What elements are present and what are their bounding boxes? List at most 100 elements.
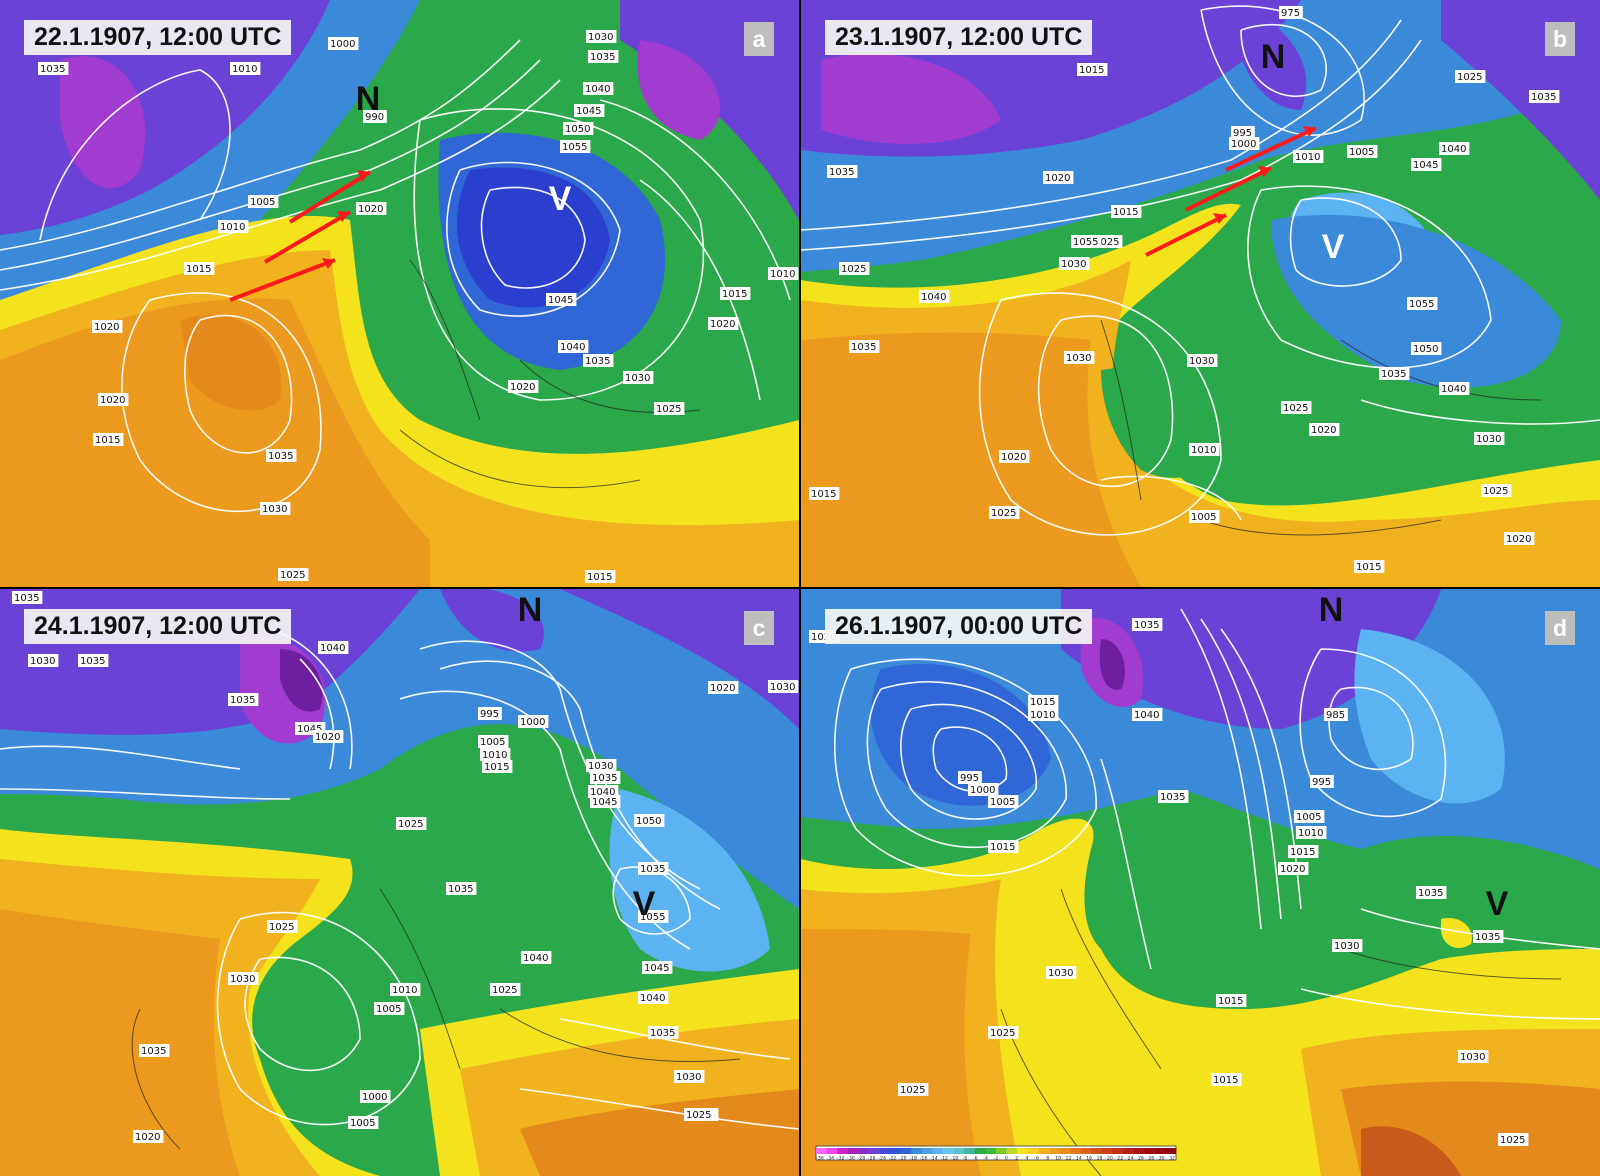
isobar-label: 1020 [313, 730, 344, 743]
color-scale-cell [953, 1148, 965, 1154]
color-scale-cell [1144, 1148, 1156, 1154]
panel-letter: b [1545, 22, 1575, 56]
panel-title: 24.1.1907, 12:00 UTC [24, 609, 292, 644]
isobar-label: 1035 [38, 62, 69, 75]
isobar-label: 1025 [989, 506, 1020, 519]
color-scale-tick: -16 [920, 1156, 928, 1162]
isobar-label: 1025 [1498, 1133, 1529, 1146]
isobar-labels-a: 1000101010359901030103510401045105010551… [38, 30, 799, 583]
color-scale-tick: 2 [1015, 1156, 1018, 1162]
isobar-value: 1040 [640, 993, 665, 1004]
isobar-value: 1010 [220, 222, 245, 233]
color-scale-cell [1112, 1148, 1124, 1154]
pressure-centers-c: N V [518, 591, 656, 923]
isobar-value: 1005 [376, 1004, 401, 1015]
isobar-label: 1015 [988, 840, 1019, 853]
isobar-value: 1025 [1500, 1135, 1525, 1146]
color-scale-cell [1059, 1148, 1071, 1154]
isobar-label: 1035 [583, 354, 614, 367]
isobar-value: 1035 [1418, 888, 1443, 899]
isobar-label: 1015 [720, 287, 751, 300]
isobar-label: 1005 [1189, 510, 1220, 523]
isobar-label: 1035 [638, 862, 669, 875]
color-scale-tick: -30 [847, 1156, 855, 1162]
isobar-label: 1020 [1309, 423, 1340, 436]
isobar-label: 1030 [228, 972, 259, 985]
isobar-label: 1040 [583, 82, 614, 95]
isobar-value: 1035 [592, 773, 617, 784]
isobar-label: 1035 [1529, 90, 1560, 103]
isobar-label: 1050 [1411, 342, 1442, 355]
isobar-label: 1035 [266, 449, 297, 462]
low-center-label: N [1261, 38, 1286, 76]
isobar-value: 1040 [523, 953, 548, 964]
color-scale-tick: 18 [1097, 1156, 1103, 1162]
color-scale-cell [879, 1148, 891, 1154]
color-scale-cell [985, 1148, 997, 1154]
isobar-label: 1015 [809, 487, 840, 500]
color-scale-tick: -18 [909, 1156, 917, 1162]
color-scale-tick: 0 [1005, 1156, 1008, 1162]
isobar-value: 1035 [829, 167, 854, 178]
isobar-label: 1045 [642, 961, 673, 974]
isobar-label: 1045 [574, 104, 605, 117]
panel-title: 23.1.1907, 12:00 UTC [825, 20, 1093, 55]
isobar-value: 1040 [320, 643, 345, 654]
color-scale-cell [858, 1148, 870, 1154]
isobar-value: 1025 [1457, 72, 1482, 83]
isobar-label: 995 [1310, 775, 1334, 788]
isobar-value: 1015 [1213, 1075, 1238, 1086]
high-center-label: V [1322, 228, 1345, 266]
isobar-label: 1020 [1278, 862, 1309, 875]
isobar-label: 1035 [588, 50, 619, 63]
isobar-value: 1030 [1066, 353, 1091, 364]
isobar-value: 1055 [562, 142, 587, 153]
isobar-value: 1045 [297, 724, 322, 735]
isobar-value: 1020 [811, 632, 836, 643]
isobar-value: 1025 [841, 264, 866, 275]
isobar-label: 1035 [139, 1044, 170, 1057]
map-panel-d: -36 -34 -32 -30 -28 -26 -24 -22 -20 -18 -16 -14 -12-… [801, 589, 1600, 1176]
isobar-value: 1005 [990, 797, 1015, 808]
high-center-label: V [1486, 885, 1509, 923]
isobar-value: 1020 [1045, 173, 1070, 184]
isobar-label: 1030 [623, 371, 654, 384]
isobar-value: 1020 [710, 683, 735, 694]
color-scale-cell [890, 1148, 902, 1154]
isobar-label: 1010 [230, 62, 261, 75]
isobar-label: 1025 [1481, 484, 1512, 497]
isobar-value: 1005 [480, 737, 505, 748]
isobar-value: 1020 [1001, 452, 1026, 463]
color-scale-tick: 28 [1148, 1156, 1154, 1162]
isobar-label: 1005 [1347, 145, 1378, 158]
isobar-value: 1035 [1475, 932, 1500, 943]
color-scale-tick: 6 [1036, 1156, 1039, 1162]
panel-title: 22.1.1907, 12:00 UTC [24, 20, 292, 55]
isobar-value: 1035 [1160, 792, 1185, 803]
isobar-label: 1030 [586, 759, 617, 772]
isobar-value: 1005 [350, 1118, 375, 1129]
isobar-label: 1000 [1229, 137, 1260, 150]
isobar-value: 1040 [560, 342, 585, 353]
isobar-value: 1035 [1531, 92, 1556, 103]
isobar-label: 1055 [638, 910, 669, 923]
color-scale-tick: -36 [816, 1156, 824, 1162]
isobar-value: 1035 [640, 864, 665, 875]
color-scale-cell [996, 1148, 1007, 1154]
isobar-value: 1015 [484, 762, 509, 773]
isobar-label: 1000 [968, 783, 999, 796]
isobar-value: 1040 [921, 292, 946, 303]
color-scale-tick: 30 [1159, 1156, 1165, 1162]
color-scale-tick: 14 [1076, 1156, 1082, 1162]
isobar-labels-b: 9751015102510351005995100010101040104510… [809, 6, 1560, 573]
color-scale-tick: -6 [973, 1156, 978, 1162]
isobar-value: 1025 [398, 819, 423, 830]
isobar-label: 1015 [1077, 63, 1108, 76]
isobar-label: 1040 [318, 641, 349, 654]
isobar-value: 1050 [1413, 344, 1438, 355]
pressure-centers-b: N V [1261, 38, 1345, 266]
isobar-value: 1025 [990, 1028, 1015, 1039]
isobar-value: 1035 [585, 356, 610, 367]
isobar-value: 1025 [280, 570, 305, 581]
color-scale-cell [837, 1148, 849, 1154]
